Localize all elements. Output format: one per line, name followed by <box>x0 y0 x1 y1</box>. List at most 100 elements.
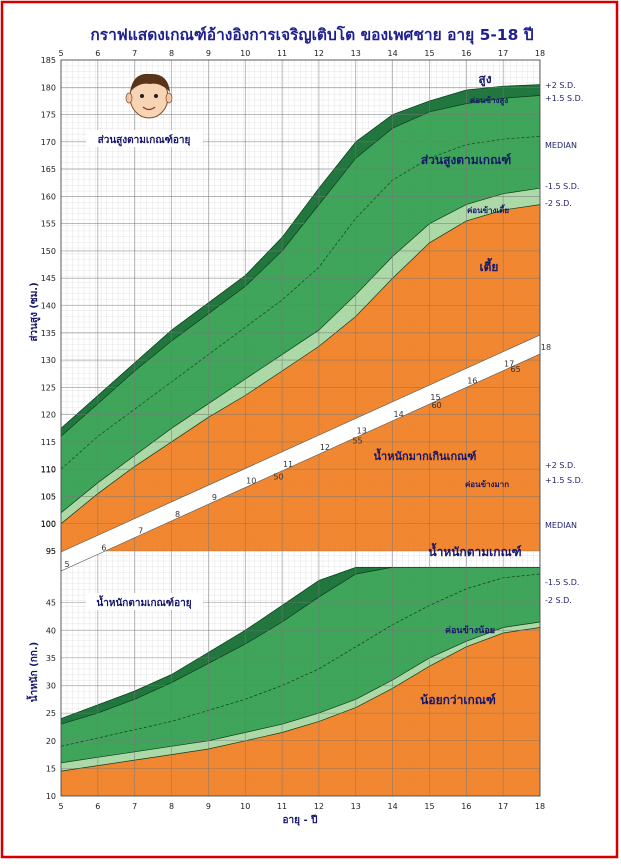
height-tick-label: 165 <box>41 165 56 174</box>
x-tick-top-label: 6 <box>95 49 100 58</box>
height-tick-label: 185 <box>41 56 56 65</box>
height-tick-label: 155 <box>41 220 56 229</box>
height-bands <box>60 84 541 551</box>
weight-tick-label: 45 <box>46 599 56 608</box>
height-tick-label: 130 <box>41 356 56 365</box>
band-age-tick: 13 <box>357 426 367 435</box>
x-tick-bottom-label: 12 <box>314 802 324 811</box>
band-underweight <box>61 627 540 796</box>
x-tick-bottom-label: 9 <box>206 802 211 811</box>
x-tick-top-label: 5 <box>58 49 63 58</box>
height-tick-label: 170 <box>41 138 56 147</box>
band-weight-tick: 65 <box>510 365 520 374</box>
x-ticks-bottom: 5 6 7 8 9 10 11 12 13 14 15 16 17 18 <box>58 802 545 811</box>
height-sd-label: -1.5 S.D. <box>545 182 579 191</box>
height-ticks: 95 100 105 110 115 120 125 130 135 140 145 150 155 16… <box>41 56 56 556</box>
height-sd-label: +1.5 S.D. <box>545 94 583 103</box>
height-tick-label: 150 <box>41 247 56 256</box>
x-tick-bottom-label: 16 <box>461 802 471 811</box>
band-age-tick: 12 <box>320 443 330 452</box>
weight-sd-label: MEDIAN <box>545 521 577 530</box>
height-tick-label: 125 <box>41 383 56 392</box>
band-weight-tick: 60 <box>431 401 441 410</box>
chart-title: กราฟแสดงเกณฑ์อ้างอิงการเจริญเติบโต ของเพ… <box>90 25 533 45</box>
zone-tall: สูง <box>478 72 491 87</box>
band-age-tick: 10 <box>246 477 256 486</box>
x-tick-top-label: 13 <box>351 49 361 58</box>
height-line-m2sd <box>60 204 541 524</box>
band-height-normal <box>61 95 540 513</box>
zone-weight-normal: น้ำหนักตามเกณฑ์ <box>428 542 521 559</box>
band-age-tick: 17 <box>504 360 514 369</box>
band-age-tick: 8 <box>175 510 180 519</box>
zone-fairly-short: ค่อนข้างเตี้ย <box>467 204 509 215</box>
weight-for-height-label: น้ำหนักมากเกินเกณฑ์ <box>374 448 477 463</box>
height-chart-label: ส่วนสูงตามเกณฑ์อายุ <box>98 134 191 147</box>
weight-tick-label: 15 <box>46 764 56 773</box>
weight-ticks: 10 15 20 25 30 35 40 45 95 100 105 110 <box>41 465 56 801</box>
weight-tick-label: 10 <box>46 792 56 801</box>
height-tick-label: 160 <box>41 192 56 201</box>
x-tick-bottom-label: 13 <box>351 802 361 811</box>
weight-tick-label: 30 <box>46 682 56 691</box>
x-tick-bottom-label: 6 <box>95 802 100 811</box>
x-ticks-top: 5 6 7 8 9 10 11 12 13 14 15 16 17 18 <box>58 49 545 58</box>
sd-labels: +2 S.D. +2 S.D. +1.5 S.D. +1.5 S.D. MEDIAN ME… <box>545 81 583 605</box>
x-tick-bottom-label: 15 <box>424 802 434 811</box>
weight-bands <box>60 566 541 796</box>
x-tick-top-label: 17 <box>498 49 508 58</box>
band-weight-tick: 55 <box>352 437 362 446</box>
x-tick-top-label: 16 <box>461 49 471 58</box>
x-tick-bottom-label: 7 <box>132 802 137 811</box>
weight-tick-label: 35 <box>46 654 56 663</box>
band-age-tick: 14 <box>394 410 404 419</box>
weight-tick-label: 25 <box>46 709 56 718</box>
band-fairly-heavy <box>61 567 540 725</box>
x-tick-top-label: 14 <box>388 49 398 58</box>
band-weight-normal <box>61 567 540 763</box>
band-weight-tick: 50 <box>273 472 283 481</box>
height-tick-label: 145 <box>41 274 56 283</box>
height-tick-label: 135 <box>41 329 56 338</box>
height-line-m15sd <box>60 187 541 514</box>
band-age-tick: 7 <box>138 527 143 536</box>
weight-tick-label: 40 <box>46 626 56 635</box>
x-tick-top-label: 7 <box>132 49 137 58</box>
x-tick-top-label: 11 <box>277 49 287 58</box>
band-short <box>61 204 540 551</box>
x-axis-label: อายุ - ปี <box>283 814 318 826</box>
height-tick-label: 110 <box>41 465 56 474</box>
x-tick-top-label: 10 <box>240 49 250 58</box>
band-age-tick: 9 <box>212 493 217 502</box>
weight-line-m2sd <box>60 627 541 772</box>
height-tick-label: 175 <box>41 111 56 120</box>
band-age-tick: 5 <box>64 560 69 569</box>
y-axis-label-weight: น้ำหนัก (กก.) <box>26 642 40 702</box>
band-age-tick: 16 <box>467 376 477 385</box>
band-age-tick: 15 <box>430 393 440 402</box>
x-tick-bottom-label: 17 <box>498 802 508 811</box>
band-age-tick: 18 <box>541 343 551 352</box>
height-tick-label: 120 <box>41 411 56 420</box>
height-tick-label: 140 <box>41 302 56 311</box>
height-tick-label: 105 <box>41 492 56 501</box>
x-tick-bottom-label: 5 <box>58 802 63 811</box>
height-tick-label: 100 <box>41 520 56 529</box>
weight-chart-label: น้ำหนักตามเกณฑ์อายุ <box>96 595 191 609</box>
height-tick-label: 115 <box>41 438 56 447</box>
height-line-median <box>60 136 541 470</box>
secondary-height-tick-label: 105 <box>41 493 56 502</box>
weight-sd-label: -1.5 S.D. <box>545 578 579 587</box>
x-tick-top-label: 15 <box>424 49 434 58</box>
boy-face-icon <box>125 73 173 119</box>
zone-fairly-tall: ค่อนข้างสูง <box>470 95 508 106</box>
band-ticks: 5 6 7 8 9 10 11 12 13 14 15 16 17 18 50 55 60 65 <box>64 343 551 569</box>
secondary-height-tick-label: 95 <box>46 547 56 556</box>
x-tick-top-label: 9 <box>206 49 211 58</box>
zone-height-normal: ส่วนสูงตามเกณฑ์ <box>421 153 511 168</box>
height-line-p2sd <box>60 84 541 429</box>
height-line-p15sd <box>60 95 541 437</box>
secondary-height-tick-label: 100 <box>41 520 56 529</box>
